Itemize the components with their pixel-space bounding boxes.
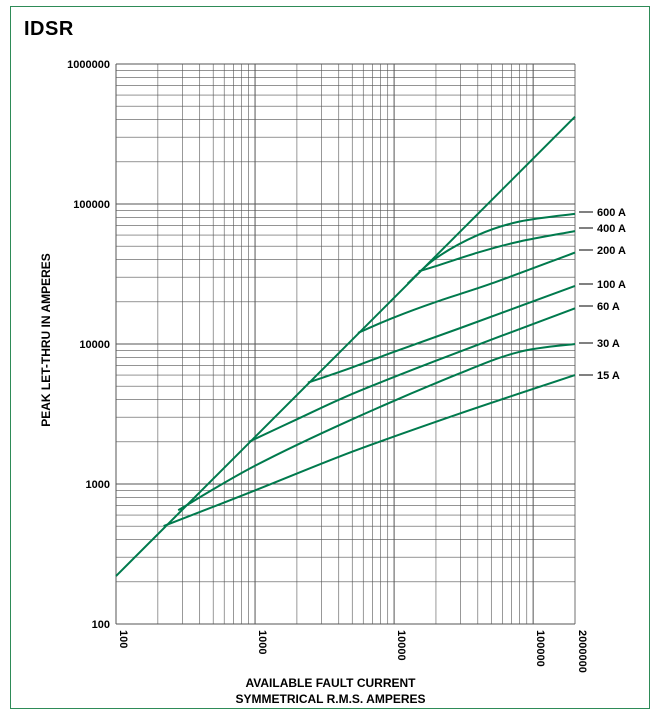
y-tick-label: 1000000 <box>67 59 110 71</box>
series-line <box>163 374 576 528</box>
y-tick-label: 100000 <box>73 199 110 211</box>
series-line <box>248 307 576 443</box>
x-axis-label-2: SYMMETRICAL R.M.S. AMPERES <box>235 692 426 706</box>
legend: 600 A 400 A 200 A 100 A 60 A 30 A 15 A <box>579 207 626 382</box>
tick-labels: 100 1000 10000 100000 1000000 100 1000 10000 100… <box>67 59 588 673</box>
y-tick-label: 100 <box>92 619 110 631</box>
x-tick-label: 2000000 <box>576 630 588 673</box>
x-axis-label: AVAILABLE FAULT CURRENT <box>245 676 416 690</box>
diagonal-line <box>115 115 576 577</box>
legend-label: 15 A <box>597 370 620 382</box>
y-axis-label: PEAK LET-THRU IN AMPERES <box>39 253 53 427</box>
x-tick-label: 10000 <box>395 630 407 661</box>
series-line <box>177 343 576 512</box>
series-line <box>307 284 576 384</box>
legend-label: 200 A <box>597 245 626 257</box>
chart-title: IDSR <box>24 18 74 40</box>
legend-label: 30 A <box>597 338 620 350</box>
legend-label: 60 A <box>597 301 620 313</box>
legend-label: 100 A <box>597 279 626 291</box>
series-lines <box>115 115 576 577</box>
legend-label: 400 A <box>597 223 626 235</box>
x-tick-label: 100000 <box>534 630 546 667</box>
x-tick-label: 1000 <box>256 630 268 654</box>
grid <box>115 63 576 625</box>
y-tick-label: 1000 <box>86 479 110 491</box>
series-line <box>357 251 576 334</box>
y-tick-label: 10000 <box>79 339 110 351</box>
series-line <box>406 212 576 285</box>
legend-label: 600 A <box>597 207 626 219</box>
x-tick-label: 100 <box>117 630 129 648</box>
series-line <box>418 230 576 273</box>
